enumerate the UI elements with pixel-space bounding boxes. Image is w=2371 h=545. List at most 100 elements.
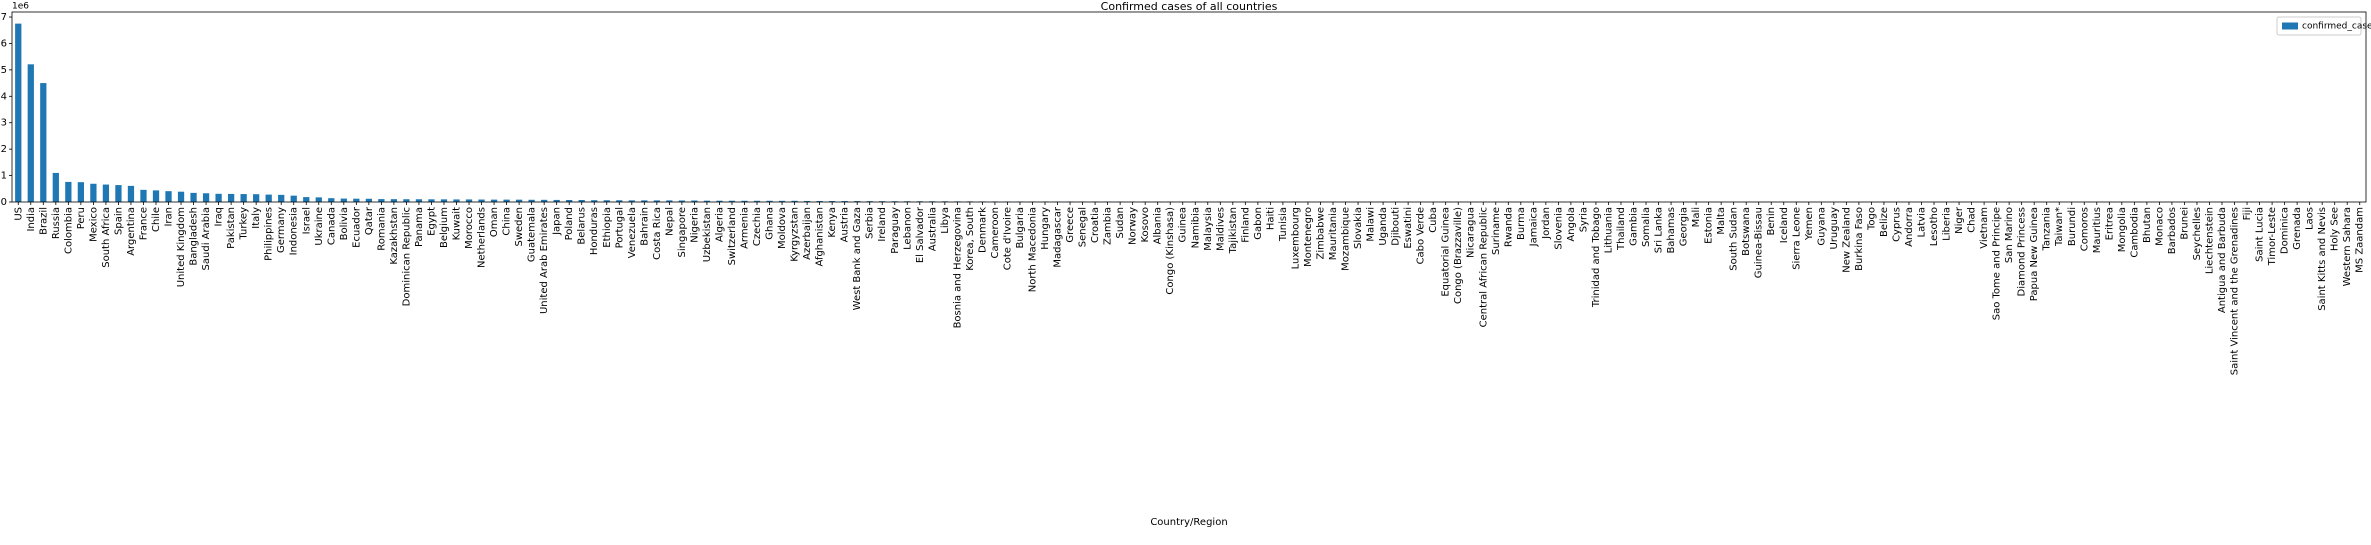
x-tick-label: Uganda xyxy=(1378,207,1389,246)
x-tick-label: Romania xyxy=(376,207,387,251)
x-tick-label: Eswatini xyxy=(1403,207,1414,249)
x-tick-label: Argentina xyxy=(126,207,137,256)
x-tick-label: Lesotho xyxy=(1929,207,1940,246)
x-axis-label: Country/Region xyxy=(1150,517,1227,528)
x-tick-label: Norway xyxy=(1128,207,1139,245)
x-tick-label: Burkina Faso xyxy=(1854,207,1865,271)
x-tick-label: Nigeria xyxy=(689,207,700,243)
bar xyxy=(653,200,660,202)
x-tick-label: Thailand xyxy=(1616,207,1627,251)
x-tick-label: Kuwait xyxy=(452,207,463,240)
x-tick-label: Canada xyxy=(326,207,337,245)
x-tick-label: Greece xyxy=(1065,207,1076,243)
x-tick-label: North Macedonia xyxy=(1027,207,1038,292)
x-tick-label: Dominican Republic xyxy=(401,207,412,306)
y-tick-label: 5 xyxy=(1,65,7,76)
x-tick-label: Maldives xyxy=(1215,207,1226,251)
x-tick-label: Oman xyxy=(489,207,500,237)
bar xyxy=(541,199,548,202)
bar xyxy=(503,199,510,202)
x-tick-label: Equatorial Guinea xyxy=(1441,207,1452,297)
bar xyxy=(202,193,210,202)
x-tick-label: South Sudan xyxy=(1729,207,1740,271)
bar xyxy=(728,200,736,202)
x-tick-label: South Africa xyxy=(101,207,112,268)
y-tick-label: 3 xyxy=(1,118,7,129)
bar xyxy=(716,200,723,202)
bar xyxy=(403,199,410,202)
x-tick-label: Burma xyxy=(1516,207,1527,240)
x-tick-label: Fiji xyxy=(2242,207,2253,220)
x-tick-label: Haiti xyxy=(1265,207,1276,230)
x-tick-label: San Marino xyxy=(2004,207,2015,263)
bar xyxy=(40,83,47,202)
x-tick-label: Philippines xyxy=(264,207,275,261)
x-tick-label: Monaco xyxy=(2154,207,2165,246)
x-tick-label: Bulgaria xyxy=(1015,207,1026,248)
x-tick-label: Togo xyxy=(1866,207,1877,231)
x-tick-label: Gambia xyxy=(1629,207,1640,246)
x-tick-label: Afghanistan xyxy=(815,207,826,267)
bar xyxy=(515,199,523,202)
bar xyxy=(879,201,886,202)
bar xyxy=(753,200,761,202)
x-tick-label: Austria xyxy=(840,207,851,242)
x-tick-label: Uzbekistan xyxy=(702,207,713,262)
x-tick-label: Slovakia xyxy=(1353,207,1364,249)
x-tick-label: Germany xyxy=(276,207,287,253)
x-tick-label: Eritrea xyxy=(2104,207,2115,240)
x-tick-label: Cyprus xyxy=(1891,207,1902,242)
x-tick-label: Angola xyxy=(1566,207,1577,242)
x-tick-label: Somalia xyxy=(1641,207,1652,247)
x-tick-label: Peru xyxy=(76,207,87,229)
x-tick-label: Kosovo xyxy=(1140,207,1151,243)
x-tick-label: Bhutan xyxy=(2142,207,2153,243)
x-tick-label: Liberia xyxy=(1942,207,1953,241)
x-tick-label: Ethiopia xyxy=(602,207,613,248)
x-tick-label: Mexico xyxy=(88,207,99,242)
bar xyxy=(240,194,247,202)
x-tick-label: Luxembourg xyxy=(1290,207,1301,269)
x-tick-label: El Salvador xyxy=(915,206,926,263)
bar xyxy=(152,190,160,202)
x-tick-label: Uruguay xyxy=(1829,207,1840,250)
x-tick-label: Honduras xyxy=(589,207,600,255)
x-tick-label: US xyxy=(13,207,24,221)
x-tick-label: Andorra xyxy=(1904,207,1915,247)
x-tick-label: Russia xyxy=(51,207,62,239)
bar xyxy=(678,200,686,202)
x-tick-label: Jamaica xyxy=(1528,207,1539,247)
bar xyxy=(265,194,272,202)
bar xyxy=(566,199,573,202)
bar xyxy=(603,200,610,202)
x-tick-label: Ireland xyxy=(877,207,888,242)
x-tick-label: Cote d'Ivoire xyxy=(1002,207,1013,270)
x-tick-label: France xyxy=(138,207,149,240)
x-tick-label: Kazakhstan xyxy=(389,207,400,265)
x-tick-label: Montenegro xyxy=(1303,207,1314,267)
bar xyxy=(841,201,848,202)
x-tick-label: Cameroon xyxy=(990,207,1001,258)
x-tick-label: Iraq xyxy=(214,207,225,227)
x-tick-label: Tunisia xyxy=(1278,207,1289,242)
bar xyxy=(866,201,873,202)
legend-swatch xyxy=(2282,22,2298,30)
x-tick-label: Guinea-Bissau xyxy=(1754,207,1765,278)
x-tick-label: Singapore xyxy=(677,207,688,257)
legend-box xyxy=(2276,16,2362,36)
y-tick-label: 6 xyxy=(1,38,7,49)
x-tick-label: Rwanda xyxy=(1503,207,1514,247)
x-tick-label: Kenya xyxy=(827,207,838,238)
x-tick-label: Cambodia xyxy=(2129,207,2140,258)
bar xyxy=(578,200,585,202)
x-tick-label: Korea, South xyxy=(965,207,976,271)
x-tick-label: Bolivia xyxy=(339,207,350,240)
x-tick-label: Venezuela xyxy=(627,207,638,258)
bar xyxy=(553,199,560,202)
x-tick-label: Mauritania xyxy=(1328,207,1339,260)
x-tick-label: Ukraine xyxy=(314,207,325,246)
x-tick-label: Denmark xyxy=(977,207,988,253)
x-tick-label: Taiwan* xyxy=(2054,207,2065,247)
axes-frame xyxy=(11,11,2367,203)
x-tick-label: Guatemala xyxy=(527,207,538,262)
